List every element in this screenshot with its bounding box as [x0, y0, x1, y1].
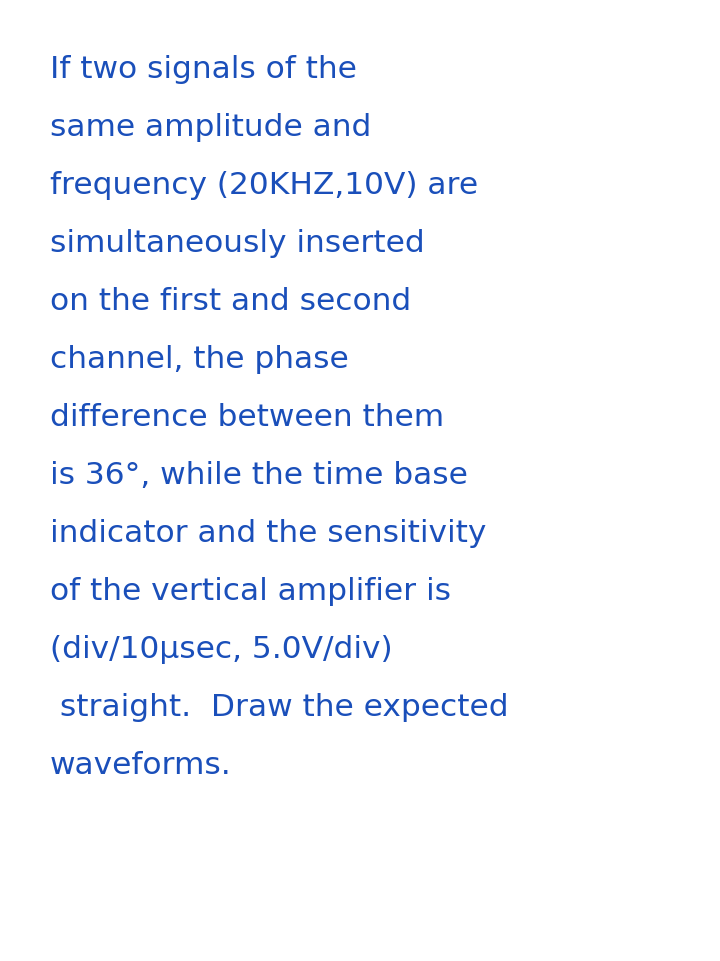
Text: same amplitude and: same amplitude and — [50, 113, 372, 142]
Text: straight.  Draw the expected: straight. Draw the expected — [50, 693, 508, 722]
Text: channel, the phase: channel, the phase — [50, 345, 348, 374]
Text: waveforms.: waveforms. — [50, 751, 232, 780]
Text: simultaneously inserted: simultaneously inserted — [50, 229, 425, 258]
Text: frequency (20KHZ,10V) are: frequency (20KHZ,10V) are — [50, 171, 478, 200]
Text: (div/10μsec, 5.0V/div): (div/10μsec, 5.0V/div) — [50, 635, 392, 664]
Text: is 36°, while the time base: is 36°, while the time base — [50, 461, 468, 490]
Text: indicator and the sensitivity: indicator and the sensitivity — [50, 519, 487, 548]
Text: on the first and second: on the first and second — [50, 287, 411, 316]
Text: difference between them: difference between them — [50, 403, 444, 432]
Text: If two signals of the: If two signals of the — [50, 55, 357, 84]
Text: of the vertical amplifier is: of the vertical amplifier is — [50, 577, 451, 606]
